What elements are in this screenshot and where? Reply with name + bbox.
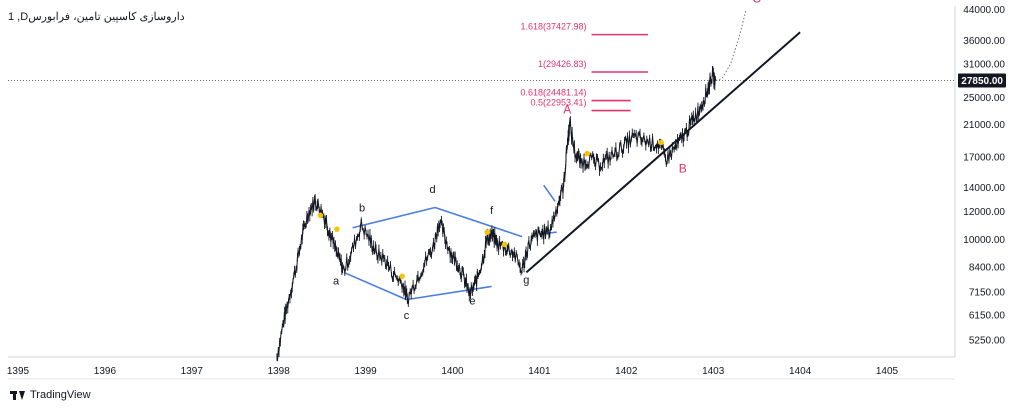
price-series — [276, 9, 747, 362]
wave-label: A — [563, 103, 571, 117]
x-tick-label: 1398 — [268, 366, 291, 377]
projection-line — [715, 9, 747, 82]
y-tick-label: 12000.00 — [963, 207, 1005, 218]
x-tick-label: 1399 — [354, 366, 377, 377]
wave-marker — [317, 212, 324, 219]
wave-label: g — [523, 274, 529, 286]
pattern-line — [434, 206, 523, 238]
trend-line — [525, 31, 801, 274]
wave-marker — [334, 226, 340, 232]
tradingview-logo-icon — [10, 390, 26, 400]
y-tick-label: 31000.00 — [963, 59, 1005, 70]
y-tick-label: 7150.00 — [969, 287, 1006, 298]
tradingview-footer[interactable]: TradingView — [10, 389, 91, 401]
x-tick-label: 1397 — [181, 366, 204, 377]
wave-marker — [658, 139, 664, 146]
x-tick-label: 1404 — [789, 366, 812, 377]
y-tick-label: 6150.00 — [969, 311, 1006, 322]
wave-label: C — [752, 0, 761, 6]
y-axis[interactable]: 44000.0036000.0031000.0028000.0025000.00… — [958, 5, 1006, 346]
wave-label: B — [679, 162, 687, 176]
wave-label: a — [333, 275, 340, 287]
current-price-badge — [958, 73, 1006, 88]
wave-label: c — [404, 310, 410, 322]
x-tick-label: 1401 — [528, 366, 551, 377]
pattern-lines — [343, 184, 557, 301]
y-tick-label: 17000.00 — [963, 153, 1005, 164]
y-tick-label: 5250.00 — [969, 335, 1006, 346]
fib-level-label: 0.5(22953.41) — [530, 98, 586, 108]
support-trend-line — [525, 31, 801, 274]
x-tick-label: 1403 — [702, 366, 725, 377]
y-tick-label: 44000.00 — [963, 5, 1005, 16]
pattern-line — [352, 206, 436, 229]
x-tick-label: 1405 — [876, 366, 899, 377]
pattern-line — [543, 184, 556, 202]
x-tick-label: 1400 — [441, 366, 464, 377]
brand-label: TradingView — [30, 389, 91, 401]
markers — [317, 139, 664, 280]
wave-labels: a b c d e f g A B C — [333, 0, 761, 322]
y-tick-label: 14000.00 — [963, 183, 1005, 194]
x-tick-label: 1396 — [94, 366, 117, 377]
wave-marker — [399, 273, 405, 280]
wave-marker — [501, 241, 508, 248]
y-tick-label: 25000.00 — [963, 93, 1005, 104]
fib-levels: 1.618(37427.98) 1(29426.83) 0.618(24481.14… — [520, 22, 649, 112]
wave-label: d — [429, 184, 435, 196]
y-tick-label: 36000.00 — [963, 36, 1005, 47]
price-line — [276, 70, 717, 359]
wave-label: e — [469, 295, 475, 307]
y-tick-label: 10000.00 — [963, 235, 1005, 246]
wave-label: f — [490, 205, 494, 217]
y-tick-label: 21000.00 — [963, 120, 1005, 131]
wave-label: b — [359, 202, 365, 214]
y-tick-label: 8400.00 — [969, 262, 1006, 273]
fib-level-label: 1(29426.83) — [538, 59, 587, 69]
grid — [8, 6, 956, 380]
pattern-line — [406, 285, 492, 301]
x-tick-label: 1395 — [7, 366, 30, 377]
current-price-label: 27850.00 — [961, 76, 1003, 87]
pattern-line — [343, 271, 407, 301]
fib-level-label: 0.618(24481.14) — [520, 88, 586, 98]
wave-marker — [484, 229, 491, 235]
chart-title: 1 ,Dداروسازی کاسپین تامین، فرابورس — [8, 11, 185, 23]
fib-level-label: 1.618(37427.98) — [520, 22, 586, 32]
x-axis[interactable]: 1395 1396 1397 1398 1399 1400 1401 1402 1403 1404… — [7, 366, 899, 377]
wave-marker — [584, 150, 590, 157]
x-tick-label: 1402 — [615, 366, 638, 377]
